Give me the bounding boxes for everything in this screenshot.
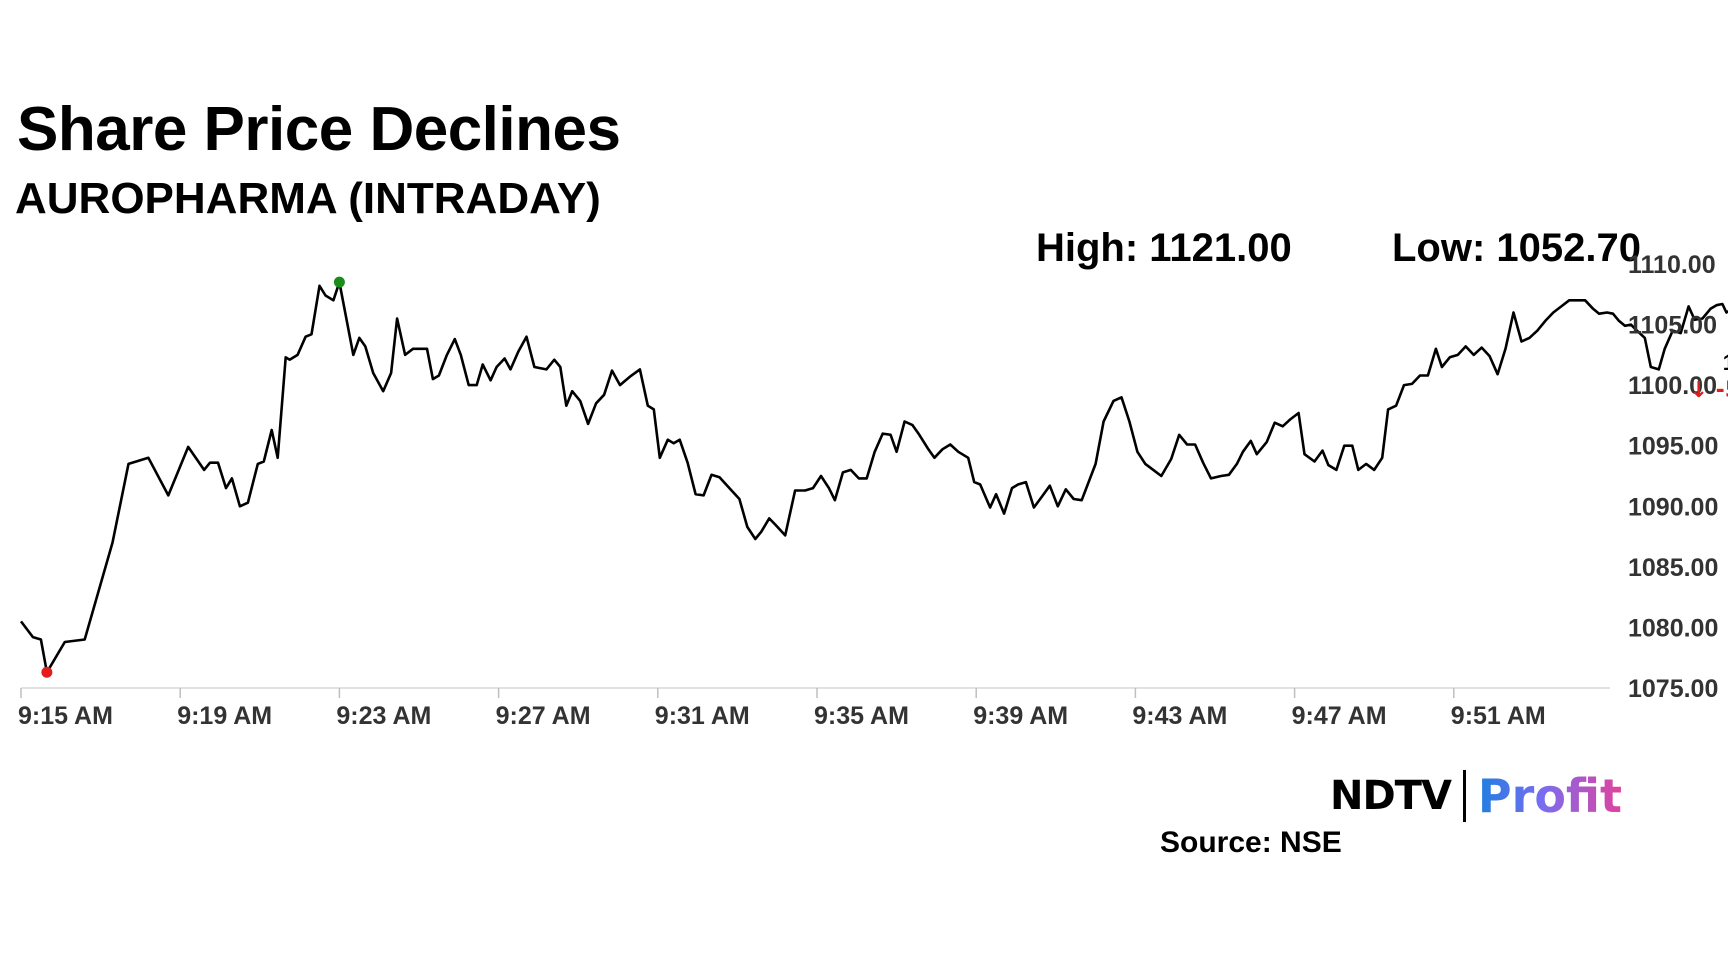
profit-wordmark: Profit: [1477, 769, 1623, 823]
change-percent-label: ↓ -5.14%: [1690, 378, 1728, 403]
y-tick-label: 1095.00: [1628, 433, 1718, 461]
ndtv-wordmark: NDTV: [1330, 773, 1452, 819]
x-tick-label: 9:31 AM: [655, 702, 750, 730]
y-tick-label: 1080.00: [1628, 614, 1718, 642]
label-layer: 9:15 AM 9:19 AM 9:23 AM 9:27 AM 9:31 AM 9:35 …: [18, 251, 1728, 730]
y-tick-label: 1075.00: [1628, 675, 1718, 703]
y-tick-label: 1100.00: [1628, 372, 1717, 400]
x-tick-label: 9:15 AM: [18, 702, 113, 730]
price-line: [19, 280, 1728, 674]
chart-title: Share Price Declines: [17, 95, 621, 164]
x-tick-label: 9:43 AM: [1132, 702, 1227, 730]
y-tick-label: 1090.00: [1628, 493, 1718, 521]
x-tick-label: 9:23 AM: [336, 702, 431, 730]
ndtv-profit-logo: NDTV Profit: [1330, 769, 1623, 823]
low-stat: Low: 1052.70: [1392, 226, 1642, 270]
high-stat: High: 1121.00: [1036, 226, 1292, 270]
logo-separator: [1462, 770, 1466, 822]
x-tick-label: 9:27 AM: [496, 702, 591, 730]
axis-layer: [20, 687, 1610, 698]
high-point-marker: [333, 276, 345, 288]
y-tick-label: 1110.00: [1628, 251, 1716, 279]
x-tick-label: 9:35 AM: [814, 702, 909, 730]
x-tick-label: 9:19 AM: [177, 702, 272, 730]
low-point-marker: [41, 666, 53, 678]
x-tick-label: 9:47 AM: [1292, 702, 1387, 730]
y-tick-label: 1085.00: [1628, 554, 1718, 582]
last-price-label: 1103.55: [1723, 350, 1728, 375]
y-tick-label: 1105.00: [1628, 312, 1717, 340]
line-layer: [19, 280, 1728, 674]
marker-layer: [41, 276, 345, 678]
chart-subtitle: AUROPHARMA (INTRADAY): [15, 174, 601, 223]
x-tick-label: 9:39 AM: [973, 702, 1068, 730]
source-note: Source: NSE: [1160, 826, 1342, 859]
x-tick-label: 9:51 AM: [1451, 702, 1546, 730]
